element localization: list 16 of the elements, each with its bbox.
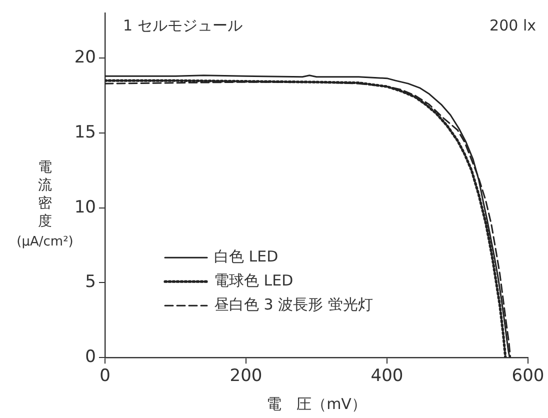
annotation: 1 セルモジュール: [123, 16, 242, 35]
x-tick-label: 0: [100, 366, 110, 386]
y-tick-label: 5: [85, 272, 96, 292]
legend-label: 昼白色 3 波長形 蛍光灯: [214, 295, 373, 314]
annotation: 200 lx: [490, 16, 536, 35]
y-tick-label: 10: [74, 197, 96, 218]
x-tick-label: 600: [512, 366, 544, 386]
legend-label: 電球色 LED: [214, 271, 294, 290]
legend-label: 白色 LED: [214, 247, 278, 266]
y-axis-title: 電流密度 (μA/cm²): [16, 160, 74, 250]
x-axis-title: 電 圧（mV）: [266, 394, 366, 413]
x-tick-label: 200: [230, 366, 262, 386]
y-tick-label: 20: [74, 48, 96, 68]
y-tick-label: 15: [74, 122, 96, 142]
y-tick-label: 0: [85, 347, 96, 368]
x-tick-label: 400: [370, 366, 404, 386]
